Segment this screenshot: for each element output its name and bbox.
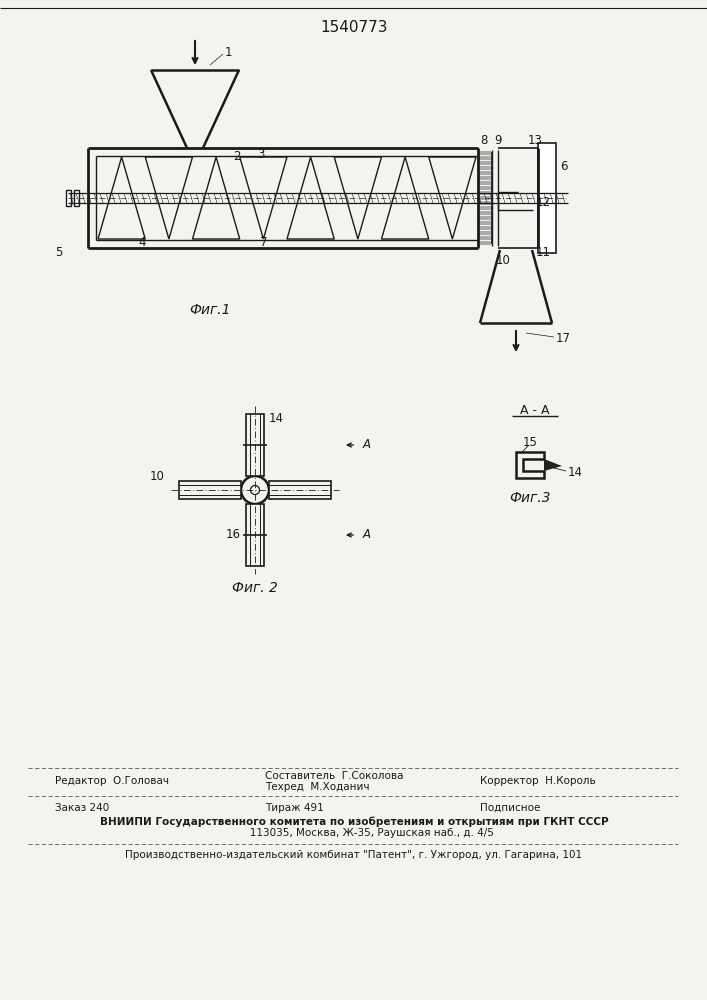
- Text: 10: 10: [150, 471, 165, 484]
- Text: Тираж 491: Тираж 491: [265, 803, 324, 813]
- Bar: [479, 206, 491, 210]
- Text: Производственно-издательский комбинат "Патент", г. Ужгород, ул. Гагарина, 101: Производственно-издательский комбинат "П…: [125, 850, 583, 860]
- Text: Редактор  О.Головач: Редактор О.Головач: [55, 776, 169, 786]
- Text: 14: 14: [568, 466, 583, 480]
- Bar: [479, 171, 491, 174]
- Bar: [479, 181, 491, 184]
- Text: 5: 5: [56, 246, 63, 259]
- Text: 3: 3: [257, 147, 264, 160]
- Text: 13: 13: [528, 133, 543, 146]
- Text: 1: 1: [225, 45, 233, 58]
- Bar: [246, 504, 264, 566]
- Bar: [479, 241, 491, 244]
- Bar: [479, 201, 491, 205]
- Polygon shape: [516, 452, 544, 478]
- Bar: [74, 190, 79, 206]
- Text: 17: 17: [556, 332, 571, 344]
- Text: 14: 14: [269, 412, 284, 426]
- Bar: [479, 151, 491, 154]
- Text: 6: 6: [560, 159, 568, 172]
- Bar: [269, 481, 331, 499]
- Text: Фиг. 2: Фиг. 2: [232, 581, 278, 595]
- Bar: [538, 143, 556, 253]
- Bar: [479, 161, 491, 164]
- Text: А: А: [363, 438, 371, 452]
- Text: 2: 2: [233, 149, 240, 162]
- Text: 9: 9: [494, 133, 501, 146]
- Text: 8: 8: [480, 133, 487, 146]
- Text: 16: 16: [226, 528, 241, 542]
- Bar: [479, 226, 491, 230]
- Bar: [479, 166, 491, 169]
- Text: Заказ 240: Заказ 240: [55, 803, 110, 813]
- Bar: [479, 221, 491, 225]
- Text: Техред  М.Ходанич: Техред М.Ходанич: [265, 782, 370, 792]
- Text: 12: 12: [536, 196, 551, 209]
- Polygon shape: [544, 459, 562, 471]
- Bar: [479, 231, 491, 234]
- Text: 10: 10: [496, 253, 511, 266]
- Bar: [479, 176, 491, 180]
- Text: 11: 11: [536, 246, 551, 259]
- Text: А - А: А - А: [520, 403, 550, 416]
- Text: Составитель  Г.Соколова: Составитель Г.Соколова: [265, 771, 404, 781]
- Bar: [479, 216, 491, 220]
- Text: 15: 15: [522, 436, 537, 448]
- Bar: [479, 191, 491, 194]
- Text: 4: 4: [138, 236, 146, 249]
- Text: Фиг.1: Фиг.1: [189, 303, 230, 317]
- Bar: [179, 481, 241, 499]
- Bar: [246, 414, 264, 476]
- Bar: [479, 156, 491, 159]
- Text: 1540773: 1540773: [320, 20, 387, 35]
- Bar: [479, 236, 491, 239]
- Text: Фиг.3: Фиг.3: [509, 491, 551, 505]
- Text: 113035, Москва, Ж-35, Раушская наб., д. 4/5: 113035, Москва, Ж-35, Раушская наб., д. …: [214, 828, 494, 838]
- Text: Корректор  Н.Король: Корректор Н.Король: [480, 776, 596, 786]
- Bar: [479, 196, 491, 200]
- Bar: [479, 186, 491, 190]
- Text: Подписное: Подписное: [480, 803, 540, 813]
- Bar: [66, 190, 71, 206]
- Bar: [479, 211, 491, 215]
- Text: 7: 7: [260, 236, 267, 249]
- Text: ВНИИПИ Государственного комитета по изобретениям и открытиям при ГКНТ СССР: ВНИИПИ Государственного комитета по изоб…: [100, 817, 608, 827]
- Text: А: А: [363, 528, 371, 542]
